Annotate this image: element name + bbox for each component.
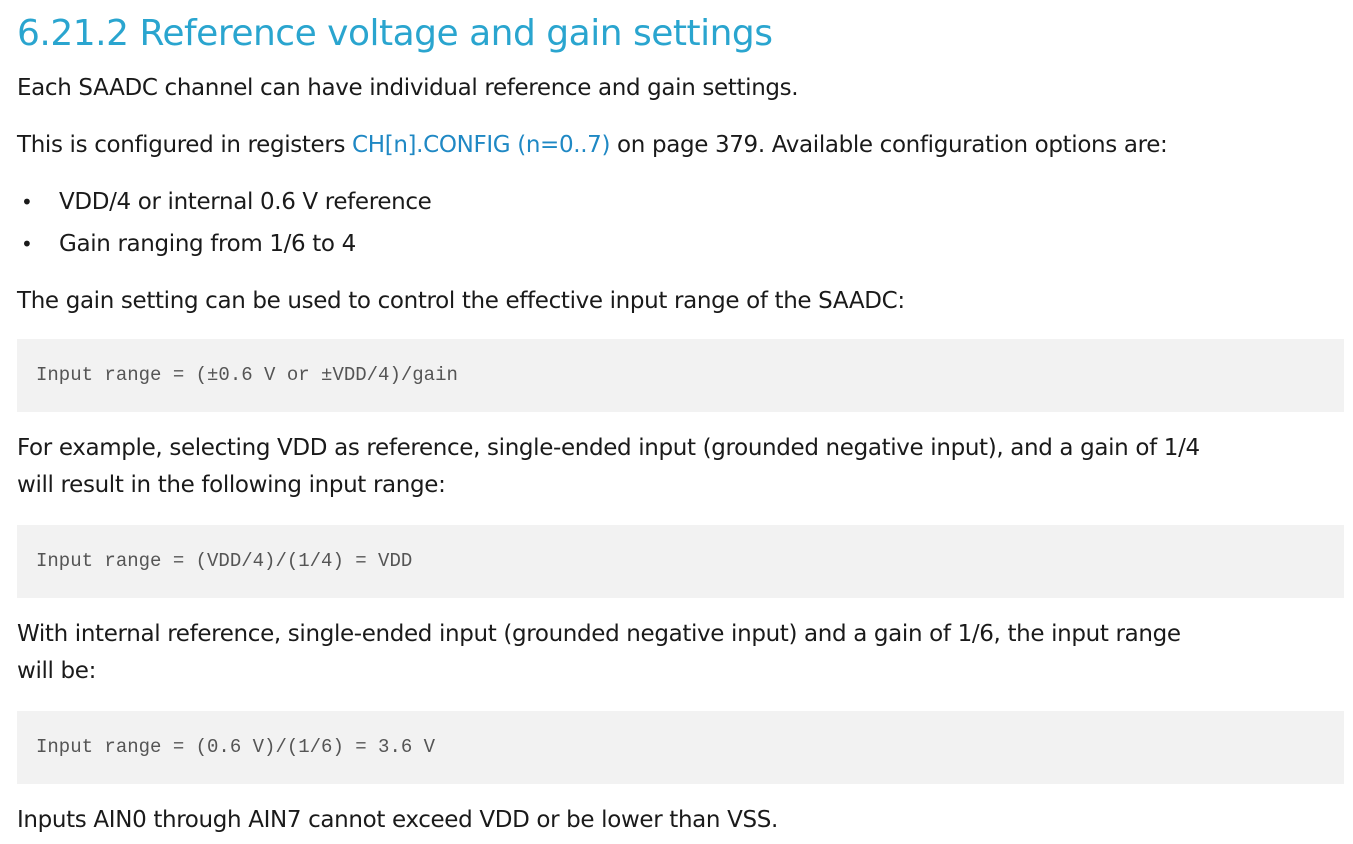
- section-heading: 6.21.2 Reference voltage and gain settin…: [17, 13, 773, 54]
- config-paragraph: This is configured in registers CH[n].CO…: [17, 127, 1168, 164]
- code-block-vdd-example: Input range = (VDD/4)/(1/4) = VDD: [17, 525, 1344, 598]
- list-item-text: VDD/4 or internal 0.6 V reference: [59, 189, 432, 215]
- register-link[interactable]: CH[n].CONFIG (n=0..7): [352, 132, 611, 158]
- bullet-icon: •: [21, 232, 33, 256]
- list-item: • VDD/4 or internal 0.6 V reference: [17, 181, 432, 223]
- internal-ref-paragraph-line1: With internal reference, single-ended in…: [17, 621, 1181, 647]
- internal-ref-paragraph-line2: will be:: [17, 658, 96, 684]
- code-block-internal-example: Input range = (0.6 V)/(1/6) = 3.6 V: [17, 711, 1344, 784]
- example-paragraph-line2: will result in the following input range…: [17, 472, 446, 498]
- example-paragraph-line1: For example, selecting VDD as reference,…: [17, 435, 1200, 461]
- limits-paragraph: Inputs AIN0 through AIN7 cannot exceed V…: [17, 807, 778, 833]
- list-item-text: Gain ranging from 1/6 to 4: [59, 231, 356, 257]
- bullet-icon: •: [21, 190, 33, 214]
- config-text-after: on page 379. Available configuration opt…: [610, 132, 1168, 158]
- options-list: • VDD/4 or internal 0.6 V reference • Ga…: [17, 181, 432, 265]
- list-item: • Gain ranging from 1/6 to 4: [17, 223, 431, 265]
- intro-paragraph: Each SAADC channel can have individual r…: [17, 75, 799, 101]
- config-text-before: This is configured in registers: [17, 132, 353, 158]
- code-block-formula: Input range = (±0.6 V or ±VDD/4)/gain: [17, 339, 1344, 412]
- gain-paragraph: The gain setting can be used to control …: [17, 288, 905, 314]
